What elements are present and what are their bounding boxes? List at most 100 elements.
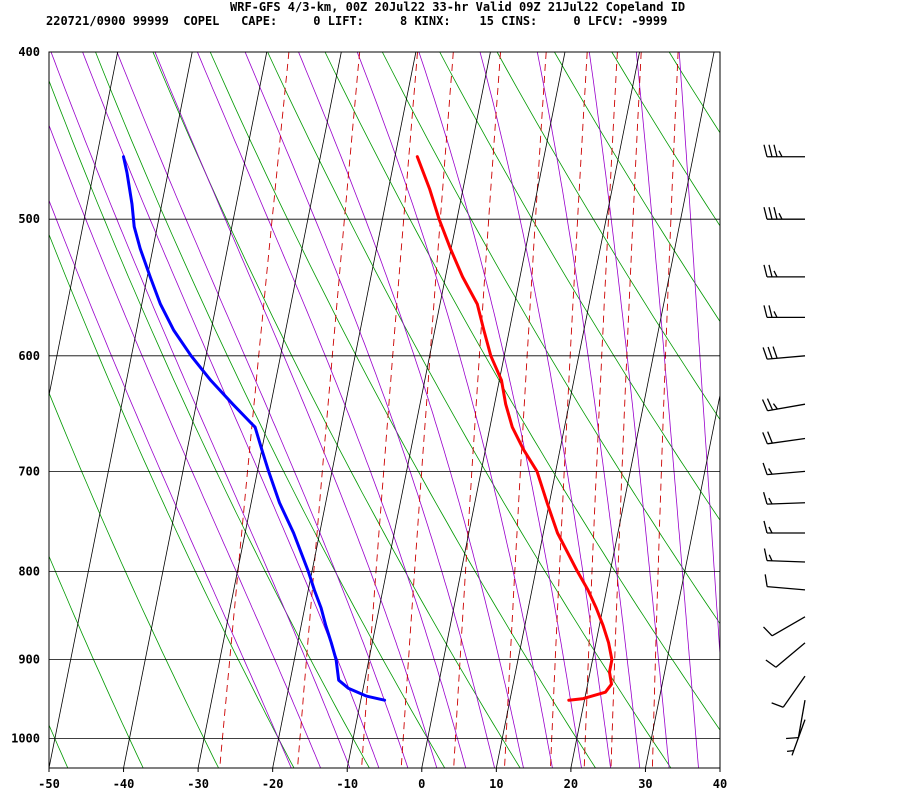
isotherm-line [570, 52, 715, 768]
dry-adiabat [152, 52, 521, 768]
sounding-indices: 220721/0900 99999 COPEL CAPE: 0 LIFT: 8 … [46, 14, 668, 28]
temperature-tick-label: -30 [187, 777, 209, 791]
moist-adiabat [49, 199, 292, 768]
wind-barb-feather [763, 520, 768, 534]
wind-barb-feather [768, 207, 773, 220]
wind-barb-staff [767, 470, 806, 476]
chart-title: WRF-GFS 4/3-km, 00Z 20Jul22 33-hr Valid … [230, 0, 686, 14]
temperature-tick-label: 30 [638, 777, 652, 791]
mixing-ratio-line [583, 52, 618, 768]
temperature-tick-label: 0 [418, 777, 425, 791]
temperature-trace [415, 155, 614, 702]
moist-adiabat [418, 52, 582, 768]
isotherm-line [645, 393, 720, 768]
wind-barb [771, 675, 806, 708]
wind-barb [764, 574, 806, 591]
wind-barb-feather [768, 305, 773, 318]
mixing-ratio-line [651, 52, 679, 768]
moist-adiabat [588, 52, 670, 768]
isotherm-line [272, 52, 417, 768]
wind-barb [763, 264, 805, 278]
wind-barb-feather [772, 403, 778, 410]
wind-barbs [761, 144, 806, 756]
pressure-tick-label: 900 [18, 653, 40, 667]
wind-barb-staff [767, 355, 806, 360]
dry-adiabat [496, 52, 720, 421]
wind-barb-feather [762, 432, 768, 445]
pressure-tick-label: 600 [18, 349, 40, 363]
wind-barb [761, 398, 806, 412]
wind-barb-staff [782, 675, 806, 708]
moist-adiabat [154, 52, 438, 768]
wind-barb [765, 642, 806, 668]
wind-barb-feather [768, 144, 773, 157]
wind-barb-feather [762, 492, 768, 505]
wind-barb-staff [771, 616, 806, 637]
wind-barb [763, 548, 806, 563]
wind-barb-feather [773, 270, 778, 278]
wind-barb [763, 144, 805, 158]
isotherm-line [197, 52, 342, 768]
wind-barb-staff [775, 642, 806, 668]
mixing-ratio-line [504, 52, 547, 768]
wind-barb-feather [763, 144, 768, 157]
wind-barb [763, 520, 805, 534]
pressure-tick-label: 700 [18, 464, 40, 478]
moist-adiabat [479, 52, 612, 768]
wind-barb-feather [786, 750, 794, 753]
dry-adiabat [49, 555, 144, 768]
temperature-tick-label: -40 [113, 777, 135, 791]
wind-barb-staff [791, 719, 806, 756]
sounding-traces [122, 155, 614, 702]
dry-adiabat [841, 52, 900, 775]
mixing-ratio-line [453, 52, 501, 768]
wind-barb-feather [765, 659, 777, 668]
temperature-tick-label: 20 [564, 777, 578, 791]
pressure-tick-label: 1000 [11, 732, 40, 746]
wind-barb-feather [763, 305, 768, 318]
moist-adiabat [49, 124, 322, 768]
wind-barb-feather [768, 264, 773, 278]
dry-adiabat [439, 52, 720, 521]
wind-barb-feather [773, 144, 778, 157]
moist-adiabat [116, 52, 409, 768]
wind-barb-feather [763, 207, 768, 220]
chart-header: WRF-GFS 4/3-km, 00Z 20Jul22 33-hr Valid … [0, 0, 900, 42]
moist-adiabat [356, 52, 553, 768]
wind-barb-staff [767, 403, 806, 412]
wind-barb [762, 431, 806, 445]
plot-frame [48, 51, 721, 772]
temperature-tick-label: 10 [489, 777, 503, 791]
wind-barb-feather [762, 347, 768, 360]
wind-barb-feather [761, 399, 769, 412]
temperature-tick-label: -10 [336, 777, 358, 791]
isotherm-line [495, 52, 640, 768]
isotherm-line [123, 52, 268, 768]
wind-barb-feather [767, 346, 773, 359]
wind-barb-feather [768, 526, 773, 534]
moist-adiabat [298, 52, 524, 768]
mixing-ratio-line [550, 52, 588, 768]
wind-barb-feather [763, 626, 773, 637]
wind-barb-feather [778, 212, 783, 220]
dry-adiabat [324, 52, 720, 731]
dry-adiabat [49, 233, 295, 768]
moist-adiabat [50, 52, 351, 768]
moist-adiabat [197, 52, 467, 768]
isotherm-line [346, 52, 491, 768]
moist-adiabat [678, 52, 720, 660]
wind-barb-feather [764, 574, 768, 587]
mixing-ratio-line [219, 52, 290, 768]
pressure-tick-label: 500 [18, 212, 40, 226]
moist-adiabat [82, 52, 380, 768]
wind-barb-staff [797, 700, 806, 738]
wind-barb-feather [763, 264, 768, 278]
wind-barb-feather [778, 150, 783, 158]
wind-barb-feather [767, 431, 773, 444]
dry-adiabat [727, 52, 900, 775]
dry-adiabat [209, 52, 596, 768]
wind-barb-staff [767, 437, 806, 445]
wind-barb [762, 346, 806, 360]
wind-barb [763, 207, 805, 220]
